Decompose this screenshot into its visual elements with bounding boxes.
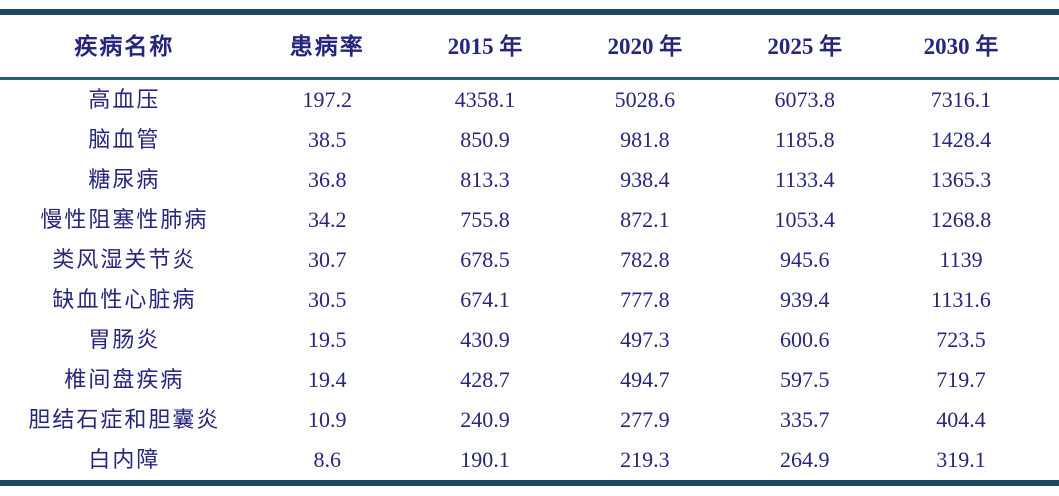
disease-name-cell: 胆结石症和胆囊炎 (28, 407, 221, 432)
disease-name-cell: 缺血性心脏病 (52, 287, 197, 312)
table-row: 缺血性心脏病 30.5 674.1 777.8 939.4 1131.6 (0, 280, 1059, 320)
value-2020-cell: 277.9 (620, 407, 670, 432)
table-header-rule (0, 77, 1059, 80)
table-header-row: 疾病名称 患病率 2015 年 2020 年 2025 年 2030 年 (0, 15, 1059, 77)
disease-name-cell: 胃肠炎 (88, 327, 161, 352)
header-year-2015: 2015 年 (447, 33, 523, 59)
table-row: 椎间盘疾病 19.4 428.7 494.7 597.5 719.7 (0, 360, 1059, 400)
value-2020-cell: 782.8 (620, 247, 670, 272)
value-2030-cell: 7316.1 (930, 87, 992, 112)
value-2015-cell: 850.9 (460, 127, 510, 152)
value-2030-cell: 1131.6 (931, 287, 991, 312)
prevalence-cell: 10.9 (307, 407, 347, 432)
value-2030-cell: 1428.4 (930, 127, 992, 152)
header-year-2025: 2025 年 (767, 33, 843, 59)
header-prevalence-rate: 患病率 (289, 33, 365, 59)
disease-name-cell: 椎间盘疾病 (64, 367, 185, 392)
value-2030-cell: 1365.3 (930, 167, 992, 192)
value-2025-cell: 597.5 (780, 367, 830, 392)
value-2015-cell: 4358.1 (454, 87, 516, 112)
prevalence-cell: 36.8 (307, 167, 347, 192)
value-2015-cell: 813.3 (460, 167, 510, 192)
value-2025-cell: 945.6 (780, 247, 830, 272)
table-row: 高血压 197.2 4358.1 5028.6 6073.8 7316.1 (0, 80, 1059, 120)
value-2015-cell: 674.1 (460, 287, 510, 312)
value-2025-cell: 335.7 (780, 407, 830, 432)
disease-projection-table: 疾病名称 患病率 2015 年 2020 年 2025 年 2030 年 高血压… (0, 9, 1059, 486)
value-2015-cell: 190.1 (460, 447, 510, 472)
disease-name-cell: 慢性阻塞性肺病 (40, 207, 209, 232)
value-2015-cell: 678.5 (460, 247, 510, 272)
table-top-rule (0, 9, 1059, 15)
disease-name-cell: 糖尿病 (88, 167, 161, 192)
prevalence-cell: 197.2 (302, 87, 352, 112)
table-row: 胆结石症和胆囊炎 10.9 240.9 277.9 335.7 404.4 (0, 400, 1059, 440)
value-2020-cell: 872.1 (620, 207, 670, 232)
value-2020-cell: 981.8 (620, 127, 670, 152)
value-2030-cell: 404.4 (936, 407, 986, 432)
prevalence-cell: 38.5 (307, 127, 347, 152)
disease-name-cell: 类风湿关节炎 (52, 247, 197, 272)
value-2020-cell: 497.3 (620, 327, 670, 352)
value-2020-cell: 777.8 (620, 287, 670, 312)
header-year-2030: 2030 年 (923, 33, 999, 59)
value-2030-cell: 1268.8 (930, 207, 992, 232)
value-2030-cell: 723.5 (936, 327, 986, 352)
value-2025-cell: 1053.4 (774, 207, 836, 232)
value-2015-cell: 240.9 (460, 407, 510, 432)
header-disease-name: 疾病名称 (74, 33, 175, 59)
value-2030-cell: 319.1 (936, 447, 986, 472)
disease-name-cell: 脑血管 (88, 127, 161, 152)
prevalence-cell: 30.7 (307, 247, 347, 272)
prevalence-cell: 19.5 (307, 327, 347, 352)
value-2025-cell: 600.6 (780, 327, 830, 352)
table-bottom-rule (0, 480, 1059, 486)
table-row: 类风湿关节炎 30.7 678.5 782.8 945.6 1139 (0, 240, 1059, 280)
value-2020-cell: 938.4 (620, 167, 670, 192)
value-2015-cell: 755.8 (460, 207, 510, 232)
value-2015-cell: 428.7 (460, 367, 510, 392)
table-row: 白内障 8.6 190.1 219.3 264.9 319.1 (0, 440, 1059, 480)
value-2030-cell: 719.7 (936, 367, 986, 392)
prevalence-cell: 34.2 (307, 207, 347, 232)
value-2020-cell: 5028.6 (614, 87, 676, 112)
table-row: 慢性阻塞性肺病 34.2 755.8 872.1 1053.4 1268.8 (0, 200, 1059, 240)
prevalence-cell: 30.5 (307, 287, 347, 312)
table-row: 脑血管 38.5 850.9 981.8 1185.8 1428.4 (0, 120, 1059, 160)
value-2025-cell: 1133.4 (774, 167, 835, 192)
value-2025-cell: 939.4 (780, 287, 830, 312)
disease-name-cell: 白内障 (88, 447, 161, 472)
disease-name-cell: 高血压 (88, 87, 161, 112)
prevalence-cell: 19.4 (307, 367, 347, 392)
table-row: 胃肠炎 19.5 430.9 497.3 600.6 723.5 (0, 320, 1059, 360)
value-2020-cell: 494.7 (620, 367, 670, 392)
value-2030-cell: 1139 (939, 247, 983, 272)
prevalence-cell: 8.6 (313, 447, 341, 472)
value-2020-cell: 219.3 (620, 447, 670, 472)
value-2025-cell: 264.9 (780, 447, 830, 472)
value-2015-cell: 430.9 (460, 327, 510, 352)
value-2025-cell: 1185.8 (774, 127, 835, 152)
header-year-2020: 2020 年 (607, 33, 683, 59)
value-2025-cell: 6073.8 (774, 87, 836, 112)
table-row: 糖尿病 36.8 813.3 938.4 1133.4 1365.3 (0, 160, 1059, 200)
